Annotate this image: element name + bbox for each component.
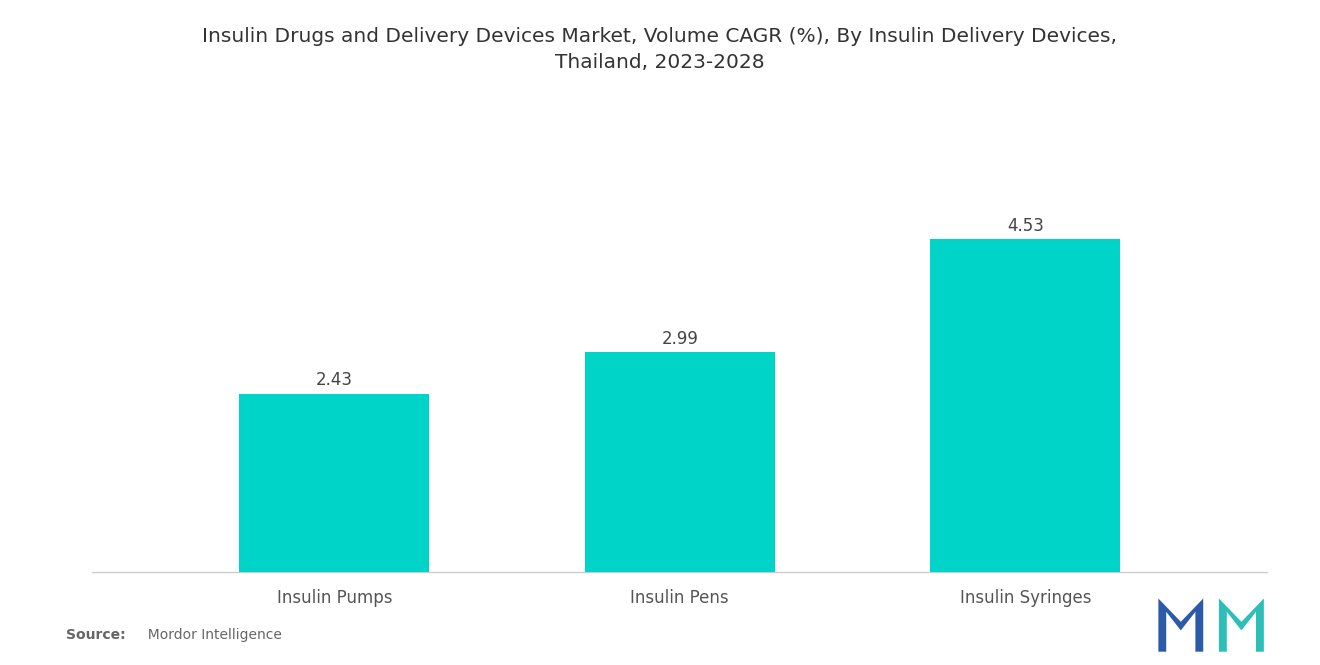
- Text: Source:: Source:: [66, 628, 125, 642]
- Bar: [931, 239, 1121, 572]
- Text: 2.43: 2.43: [315, 371, 352, 389]
- Text: Mordor Intelligence: Mordor Intelligence: [139, 628, 281, 642]
- Polygon shape: [1218, 598, 1263, 652]
- Text: 2.99: 2.99: [661, 330, 698, 348]
- Bar: [239, 394, 429, 572]
- Bar: [585, 352, 775, 572]
- Polygon shape: [1159, 598, 1204, 652]
- Text: Insulin Drugs and Delivery Devices Market, Volume CAGR (%), By Insulin Delivery : Insulin Drugs and Delivery Devices Marke…: [202, 27, 1118, 72]
- Text: 4.53: 4.53: [1007, 217, 1044, 235]
